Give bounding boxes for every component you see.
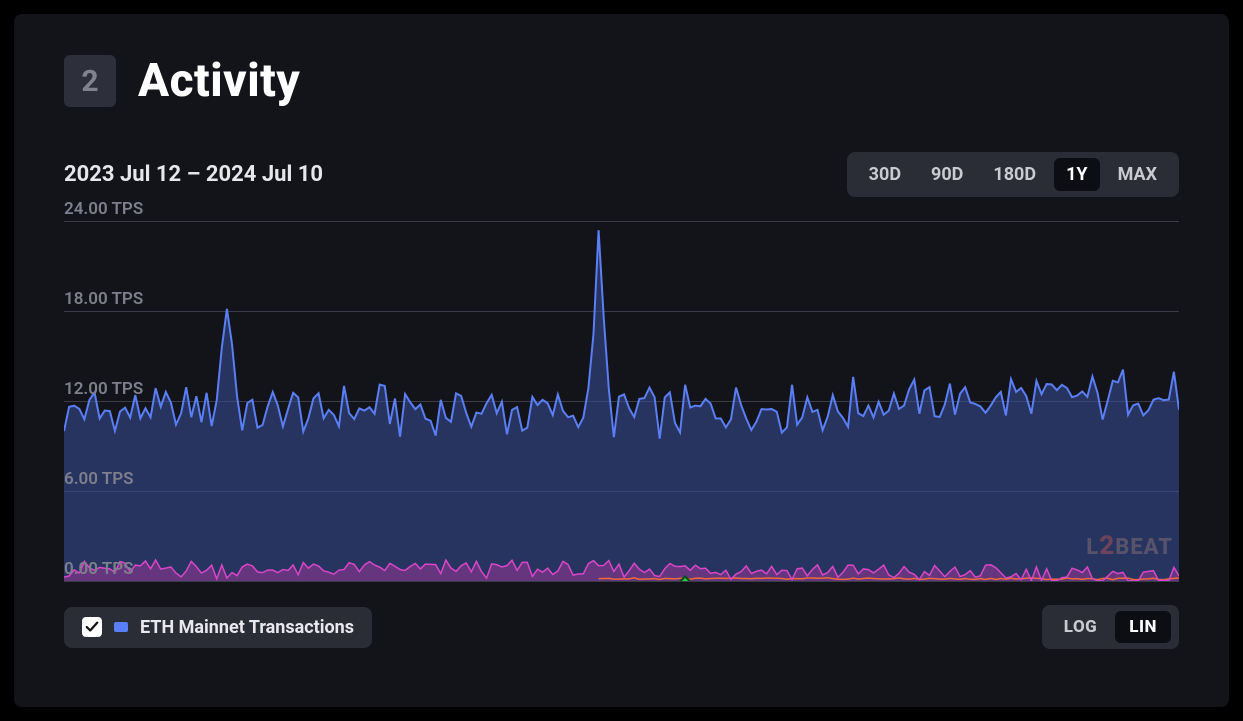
chart-svg (64, 221, 1179, 581)
y-tick-label: 0.00 TPS (64, 559, 134, 579)
activity-chart: L2BEAT 0.00 TPS 6.00 TPS 12.00 TPS 18.00 TP… (64, 221, 1179, 581)
range-option-180d[interactable]: 180D (981, 158, 1048, 191)
range-option-30d[interactable]: 30D (857, 158, 913, 191)
gridline (64, 581, 1179, 582)
legend-eth-mainnet[interactable]: ETH Mainnet Transactions (64, 607, 372, 648)
series-area-eth (64, 230, 1179, 581)
section-title: Activity (138, 54, 300, 108)
check-icon (85, 620, 99, 634)
activity-panel: 2 Activity 2023 Jul 12 – 2024 Jul 10 30D… (14, 14, 1229, 707)
y-tick-label: 18.00 TPS (64, 289, 143, 309)
legend-swatch (114, 622, 128, 632)
y-tick-label: 24.00 TPS (64, 199, 143, 219)
time-range-picker: 30D90D180D1YMAX (847, 152, 1179, 197)
range-option-1y[interactable]: 1Y (1054, 158, 1099, 191)
scale-option-log[interactable]: LOG (1050, 611, 1112, 643)
section-number-badge: 2 (64, 55, 116, 107)
scale-picker: LOGLIN (1042, 605, 1179, 649)
scale-option-lin[interactable]: LIN (1115, 611, 1171, 643)
range-option-max[interactable]: MAX (1106, 158, 1169, 191)
range-option-90d[interactable]: 90D (919, 158, 975, 191)
legend-label: ETH Mainnet Transactions (140, 617, 354, 638)
y-tick-label: 12.00 TPS (64, 379, 143, 399)
section-header: 2 Activity (64, 54, 1179, 108)
date-range-label: 2023 Jul 12 – 2024 Jul 10 (64, 162, 323, 187)
legend-checkbox[interactable] (82, 617, 102, 637)
watermark: L2BEAT (1086, 531, 1173, 561)
chart-footer: ETH Mainnet Transactions LOGLIN (64, 605, 1179, 649)
y-tick-label: 6.00 TPS (64, 469, 134, 489)
chart-subheader: 2023 Jul 12 – 2024 Jul 10 30D90D180D1YMA… (64, 152, 1179, 197)
